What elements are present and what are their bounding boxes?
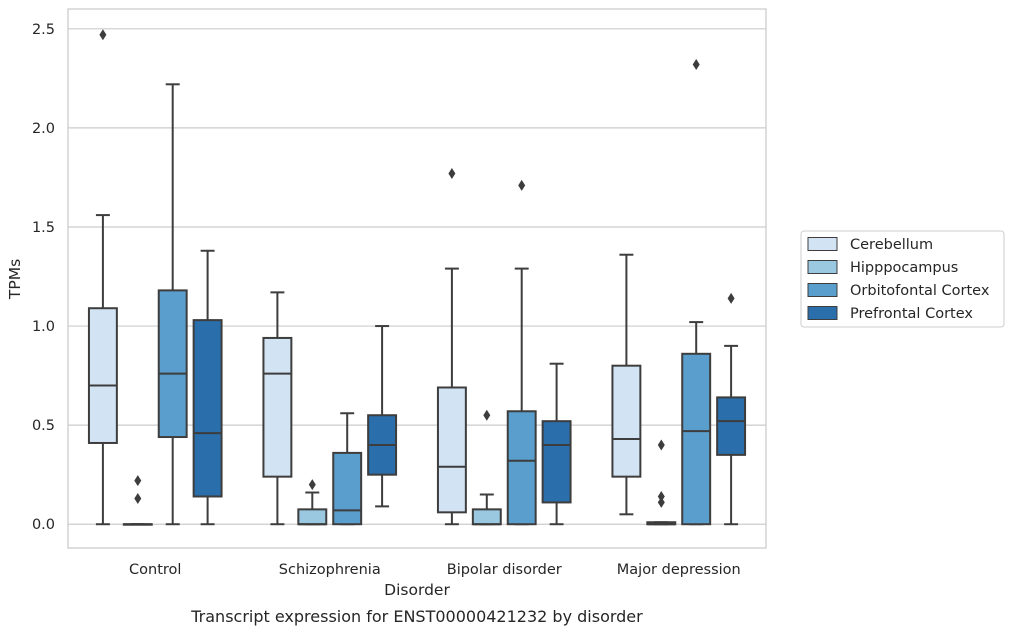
box-iqr — [716, 396, 747, 456]
box-hipppocampus — [646, 439, 677, 526]
x-tick-label: Bipolar disorder — [447, 562, 562, 578]
box-cerebellum — [436, 167, 467, 526]
x-tick-label: Control — [129, 562, 181, 578]
y-tick-label: 2.5 — [32, 22, 55, 38]
chart-caption: Transcript expression for ENST0000042123… — [190, 607, 643, 626]
outlier-point — [99, 29, 107, 41]
box-iqr — [297, 508, 328, 526]
legend-swatch — [807, 306, 838, 320]
box-prefrontal-cortex — [192, 249, 223, 526]
box-prefrontal-cortex — [716, 292, 747, 526]
x-tick-label: Schizophrenia — [279, 562, 381, 578]
box-hipppocampus — [471, 409, 502, 526]
box-iqr — [87, 307, 118, 444]
x-tick-label: Major depression — [617, 562, 741, 578]
boxes — [87, 29, 747, 526]
box-iqr — [611, 364, 642, 478]
box-hipppocampus — [297, 479, 328, 526]
box-cerebellum — [87, 29, 118, 526]
y-tick-labels: 0.0 0.5 1.0 1.5 2.0 2.5 — [32, 22, 55, 533]
outlier-point — [134, 475, 142, 487]
x-axis-label: Disorder — [384, 581, 450, 599]
box-orbitofontal-cortex — [157, 83, 188, 526]
box-hipppocampus — [122, 475, 153, 526]
y-tick-label: 1.0 — [32, 319, 55, 335]
box-prefrontal-cortex — [541, 362, 572, 526]
outlier-point — [727, 292, 735, 304]
y-tick-label: 0.0 — [32, 517, 55, 533]
box-iqr — [681, 352, 712, 526]
outlier-point — [657, 439, 665, 451]
outlier-point — [483, 409, 491, 421]
outlier-point — [657, 490, 665, 502]
box-iqr — [541, 420, 572, 504]
legend-label: Hipppocampus — [850, 260, 958, 276]
box-cerebellum — [262, 291, 293, 526]
box-iqr — [436, 386, 467, 514]
outlier-point — [134, 492, 142, 504]
box-iqr — [332, 451, 363, 526]
outlier-point — [308, 479, 316, 491]
x-tick-labels: Control Schizophrenia Bipolar disorder Majo… — [129, 562, 741, 578]
box-cerebellum — [611, 253, 642, 516]
box-iqr — [506, 410, 537, 526]
y-axis-label: TPMs — [6, 259, 24, 300]
legend-swatch — [807, 237, 838, 251]
box-orbitofontal-cortex — [506, 179, 537, 526]
plot-frame — [67, 8, 767, 549]
y-tick-label: 1.5 — [32, 220, 55, 236]
box-iqr — [471, 508, 502, 526]
legend-swatch — [807, 260, 838, 274]
legend-frame — [800, 230, 1005, 328]
legend-label: Orbitofontal Cortex — [850, 283, 990, 299]
outlier-point — [692, 58, 700, 70]
box-iqr — [192, 319, 223, 498]
box-iqr — [157, 289, 188, 439]
box-orbitofontal-cortex — [332, 412, 363, 526]
box-iqr — [262, 336, 293, 478]
legend: Cerebellum Hipppocampus Orbitofontal Corte… — [800, 230, 1005, 328]
outlier-point — [518, 179, 526, 191]
box-orbitofontal-cortex — [681, 58, 712, 526]
legend-swatch — [807, 283, 838, 297]
y-tick-label: 0.5 — [32, 418, 55, 434]
y-tick-label: 2.0 — [32, 121, 55, 137]
outlier-point — [448, 167, 456, 179]
legend-label: Prefrontal Cortex — [850, 306, 973, 322]
box-prefrontal-cortex — [367, 325, 398, 508]
outlier-point — [657, 496, 665, 508]
legend-label: Cerebellum — [850, 237, 933, 253]
